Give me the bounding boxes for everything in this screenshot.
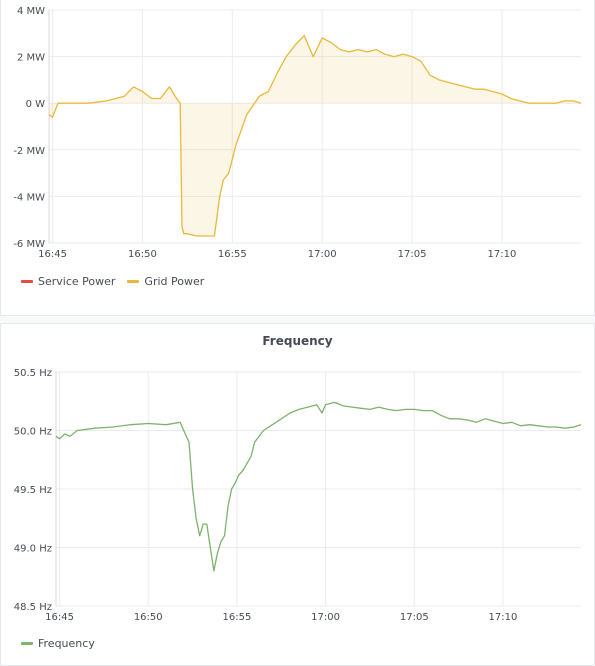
series-area-1 (49, 35, 581, 236)
grid-power-panel: 4 MW 2 MW 0 W -2 MW -4 MW -6 MW 16:45 16:50 16:5… (0, 0, 595, 316)
x-tick-label: 16:45 (45, 612, 74, 623)
legend-label: Service Power (38, 275, 116, 288)
frequency-panel: Frequency 50.5 Hz 50.0 Hz 49.5 Hz 49.0 Hz 48… (0, 323, 595, 666)
x-tick-label: 17:00 (311, 612, 340, 623)
x-tick-label: 16:55 (222, 612, 251, 623)
y-tick-label: 2 MW (17, 53, 45, 64)
y-tick-label: 49.5 Hz (14, 485, 52, 496)
x-tick-label: 17:10 (489, 612, 518, 623)
frequency-panel-title: Frequency (262, 334, 333, 348)
x-tick-label: 17:10 (488, 249, 517, 260)
y-tick-label: 50.0 Hz (14, 427, 52, 438)
legend-swatch (21, 280, 33, 283)
legend-label: Grid Power (144, 275, 205, 288)
legend-item[interactable]: Service Power (21, 275, 115, 288)
y-tick-label: 0 W (26, 99, 46, 110)
frequency-chart: 50.5 Hz 50.0 Hz 49.5 Hz 49.0 Hz 48.5 Hz16:45… (14, 368, 582, 623)
legend-item[interactable]: Grid Power (127, 275, 204, 288)
legend-item[interactable]: Frequency (21, 637, 95, 650)
series-line-1 (48, 34, 582, 237)
legend-swatch (21, 642, 33, 645)
series-line-0 (55, 401, 582, 572)
grid-power-legend: Service Power Grid Power (21, 275, 204, 288)
x-tick-label: 17:05 (400, 612, 429, 623)
x-tick-label: 17:05 (398, 249, 427, 260)
x-tick-label: 16:50 (134, 612, 163, 623)
x-tick-label: 17:00 (308, 249, 337, 260)
frequency-legend: Frequency (21, 637, 95, 650)
legend-label: Frequency (38, 637, 95, 650)
y-tick-label: -4 MW (13, 192, 45, 203)
x-tick-label: 16:45 (38, 249, 67, 260)
x-tick-label: 16:55 (218, 249, 247, 260)
y-tick-label: -6 MW (13, 239, 45, 250)
legend-swatch (127, 280, 140, 283)
y-tick-label: 48.5 Hz (14, 602, 52, 613)
y-tick-label: 50.5 Hz (14, 368, 52, 379)
y-tick-label: 4 MW (17, 6, 45, 17)
y-tick-label: 49.0 Hz (14, 544, 52, 555)
x-tick-label: 16:50 (128, 249, 157, 260)
y-tick-label: -2 MW (13, 146, 45, 157)
